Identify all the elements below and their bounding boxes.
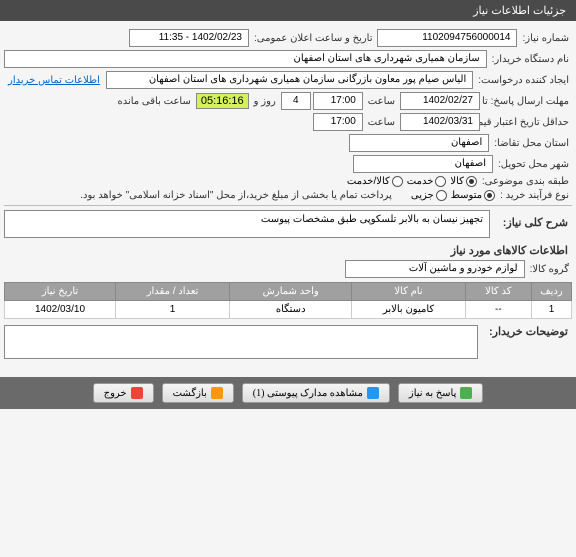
description-title: شرح کلی نیاز:	[492, 216, 572, 229]
cell-date: 1402/03/10	[5, 301, 116, 319]
respond-icon	[460, 387, 472, 399]
radio-icon	[392, 176, 403, 187]
divider	[4, 205, 572, 206]
cell-unit: دستگاه	[230, 301, 352, 319]
deadline-label: مهلت ارسال پاسخ: تا تاریخ:	[482, 96, 572, 107]
exit-icon	[131, 387, 143, 399]
col-name: نام کالا	[352, 283, 465, 301]
validity-date-value: 1402/03/31	[400, 113, 480, 131]
goods-service-radio-label: کالا/خدمت	[347, 176, 390, 187]
days-remaining-value: 4	[281, 92, 311, 110]
goods-radio-label: کالا	[450, 176, 464, 187]
delivery-city-value: اصفهان	[353, 155, 493, 173]
buyer-notes-text	[4, 325, 478, 359]
need-number-label: شماره نیاز:	[519, 33, 572, 44]
process-label: نوع فرآیند خرید :	[497, 190, 572, 201]
col-date: تاریخ نیاز	[5, 283, 116, 301]
medium-radio[interactable]: متوسط	[451, 190, 495, 201]
back-icon	[211, 387, 223, 399]
radio-selected-icon	[466, 176, 477, 187]
header-title: جزئیات اطلاعات نیاز	[473, 5, 566, 17]
process-radio-group: متوسط جزیی	[411, 190, 495, 201]
remaining-label: ساعت باقی مانده	[114, 96, 193, 107]
radio-selected-icon	[484, 190, 495, 201]
buyer-org-label: نام دستگاه خریدار:	[489, 54, 572, 65]
back-button[interactable]: بازگشت	[162, 383, 234, 403]
category-label: طبقه بندی موضوعی:	[479, 176, 572, 187]
col-qty: تعداد / مقدار	[116, 283, 230, 301]
table-header-row: ردیف کد کالا نام کالا واحد شمارش تعداد /…	[5, 283, 572, 301]
requester-value: الیاس صیام پور معاون بازرگانی سازمان همی…	[106, 71, 473, 89]
goods-service-radio[interactable]: کالا/خدمت	[347, 176, 403, 187]
button-bar: پاسخ به نیاز مشاهده مدارک پیوستی (1) باز…	[0, 377, 576, 409]
exit-button[interactable]: خروج	[93, 383, 154, 403]
buyer-notes-label: توضیحات خریدار:	[482, 325, 572, 338]
respond-button-label: پاسخ به نیاز	[409, 388, 457, 399]
back-button-label: بازگشت	[173, 388, 207, 399]
buyer-org-value: سازمان همیاری شهرداری های استان اصفهان	[4, 50, 487, 68]
delivery-city-label: شهر محل تحویل:	[495, 159, 572, 170]
day-label: روز و	[251, 96, 279, 107]
partial-radio[interactable]: جزیی	[411, 190, 447, 201]
description-text: تجهیز نیسان به بالابر تلسکوپی طبق مشخصات…	[4, 210, 490, 238]
deadline-time-label: ساعت	[365, 96, 398, 107]
respond-button[interactable]: پاسخ به نیاز	[398, 383, 484, 403]
form-container: شماره نیاز: 1102094756000014 تاریخ و ساع…	[0, 21, 576, 367]
deadline-time-value: 17:00	[313, 92, 363, 110]
cell-qty: 1	[116, 301, 230, 319]
goods-radio[interactable]: کالا	[450, 176, 477, 187]
table-row[interactable]: 1 -- کامیون بالابر دستگاه 1 1402/03/10	[5, 301, 572, 319]
col-unit: واحد شمارش	[230, 283, 352, 301]
exit-button-label: خروج	[104, 388, 127, 399]
cell-code: --	[465, 301, 531, 319]
requester-label: ایجاد کننده درخواست:	[475, 75, 572, 86]
service-radio-label: خدمت	[407, 176, 434, 187]
service-radio[interactable]: خدمت	[407, 176, 447, 187]
publish-date-value: 1402/02/23 - 11:35	[129, 29, 249, 47]
validity-time-label: ساعت	[365, 117, 398, 128]
page-header: جزئیات اطلاعات نیاز	[0, 0, 576, 21]
goods-group-value: لوازم خودرو و ماشین آلات	[345, 260, 525, 278]
attachments-button-label: مشاهده مدارک پیوستی (1)	[253, 388, 363, 399]
col-row: ردیف	[532, 283, 572, 301]
publish-date-label: تاریخ و ساعت اعلان عمومی:	[251, 33, 376, 44]
col-code: کد کالا	[465, 283, 531, 301]
attachments-button[interactable]: مشاهده مدارک پیوستی (1)	[242, 383, 390, 403]
cell-name: کامیون بالابر	[352, 301, 465, 319]
goods-section-title: اطلاعات کالاهای مورد نیاز	[4, 244, 572, 257]
radio-icon	[435, 176, 446, 187]
partial-radio-label: جزیی	[411, 190, 434, 201]
contact-info-link[interactable]: اطلاعات تماس خریدار	[4, 75, 104, 86]
medium-radio-label: متوسط	[451, 190, 482, 201]
req-province-label: استان محل تقاضا:	[491, 138, 572, 149]
cell-row: 1	[532, 301, 572, 319]
category-radio-group: کالا خدمت کالا/خدمت	[347, 176, 477, 187]
goods-group-label: گروه کالا:	[527, 264, 572, 275]
validity-label: حداقل تاریخ اعتبار قیمت: تا تاریخ:	[482, 117, 572, 128]
req-province-value: اصفهان	[349, 134, 489, 152]
deadline-date-value: 1402/02/27	[400, 92, 480, 110]
payment-note: پرداخت تمام یا بخشی از مبلغ خرید،از محل …	[77, 190, 395, 201]
goods-table: ردیف کد کالا نام کالا واحد شمارش تعداد /…	[4, 282, 572, 319]
radio-icon	[436, 190, 447, 201]
need-number-value: 1102094756000014	[377, 29, 517, 47]
remaining-time-value: 05:16:16	[196, 93, 249, 109]
attachments-icon	[367, 387, 379, 399]
validity-time-value: 17:00	[313, 113, 363, 131]
